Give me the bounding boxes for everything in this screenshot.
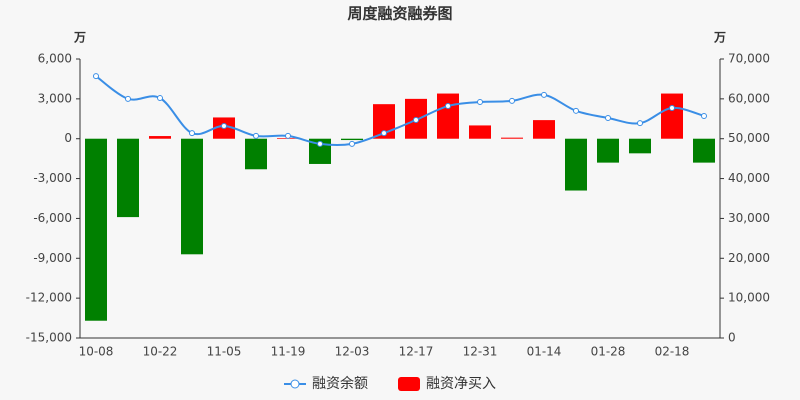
x-tick-label: 12-03 bbox=[335, 345, 370, 359]
line-point bbox=[669, 105, 675, 112]
y2-tick-label: 10,000 bbox=[728, 291, 770, 305]
chart-title: 周度融资融券图 bbox=[347, 5, 452, 23]
x-tick-label: 10-22 bbox=[143, 345, 178, 359]
bar bbox=[469, 125, 491, 139]
line-point bbox=[541, 91, 547, 98]
x-tick-label: 02-18 bbox=[655, 345, 690, 359]
line-point bbox=[701, 112, 707, 119]
bar bbox=[661, 93, 683, 139]
bar bbox=[245, 138, 267, 170]
x-tick-label: 12-31 bbox=[463, 345, 498, 359]
y2-unit: 万 bbox=[713, 31, 726, 45]
bar bbox=[117, 138, 139, 218]
x-tick-label: 12-17 bbox=[399, 345, 434, 359]
line-point bbox=[605, 114, 611, 121]
y2-tick-label: 60,000 bbox=[728, 91, 770, 105]
line-point bbox=[413, 116, 419, 123]
y-tick-label: 0 bbox=[64, 131, 72, 145]
bar bbox=[565, 138, 587, 191]
line-point bbox=[381, 130, 387, 137]
legend-marker bbox=[290, 379, 300, 389]
line-point bbox=[253, 132, 259, 139]
y2-tick-label: 30,000 bbox=[728, 211, 770, 225]
bar bbox=[149, 136, 171, 139]
y2-tick-label: 40,000 bbox=[728, 171, 770, 185]
y-tick-label: -9,000 bbox=[33, 251, 72, 265]
line-point bbox=[477, 99, 483, 106]
line-point bbox=[157, 95, 163, 102]
line-point bbox=[93, 73, 99, 80]
x-tick-label: 01-14 bbox=[527, 345, 562, 359]
legend-swatch bbox=[398, 377, 420, 391]
y2-tick-label: 20,000 bbox=[728, 251, 770, 265]
line-point bbox=[189, 130, 195, 137]
y-tick-label: -12,000 bbox=[26, 291, 72, 305]
line-point bbox=[509, 97, 515, 104]
legend-label: 融资净买入 bbox=[426, 376, 496, 392]
bar bbox=[597, 138, 619, 163]
bar bbox=[533, 120, 555, 139]
x-tick-label: 01-28 bbox=[591, 345, 626, 359]
x-tick-label: 11-19 bbox=[271, 345, 306, 359]
y-tick-label: 6,000 bbox=[38, 52, 72, 66]
x-tick-label: 10-08 bbox=[79, 345, 114, 359]
line-point bbox=[349, 140, 355, 147]
bar bbox=[501, 137, 523, 139]
line-point bbox=[285, 132, 291, 139]
bar bbox=[437, 93, 459, 139]
line-point bbox=[221, 122, 227, 129]
line-point bbox=[637, 120, 643, 127]
y-tick-label: -3,000 bbox=[33, 171, 72, 185]
line-point bbox=[573, 107, 579, 114]
y2-tick-label: 0 bbox=[728, 331, 736, 345]
line-point bbox=[317, 140, 323, 147]
bar bbox=[693, 138, 715, 163]
y2-tick-label: 50,000 bbox=[728, 131, 770, 145]
line-point bbox=[445, 103, 451, 110]
bar bbox=[85, 138, 107, 321]
y2-tick-label: 70,000 bbox=[728, 52, 770, 66]
bar bbox=[181, 138, 203, 255]
y-tick-label: -6,000 bbox=[33, 211, 72, 225]
y-unit: 万 bbox=[73, 31, 86, 45]
y-tick-label: -15,000 bbox=[26, 331, 72, 345]
legend-label: 融资余额 bbox=[312, 375, 368, 392]
x-tick-label: 11-05 bbox=[207, 345, 242, 359]
bar bbox=[341, 138, 363, 141]
y-tick-label: 3,000 bbox=[38, 91, 72, 105]
bar bbox=[629, 138, 651, 154]
line-point bbox=[125, 95, 131, 102]
